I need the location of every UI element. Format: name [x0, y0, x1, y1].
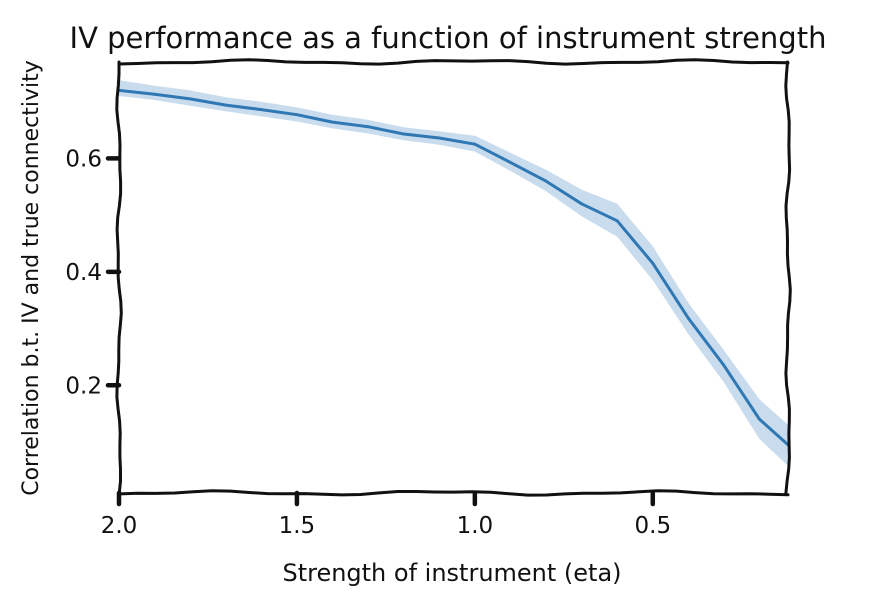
axis-top	[117, 58, 790, 66]
data-point	[402, 132, 406, 136]
data-point	[544, 179, 548, 183]
data-point	[331, 120, 334, 124]
x-tick-label: 1.0	[457, 513, 494, 539]
x-tick-label: 0.5	[635, 513, 672, 539]
data-point	[259, 108, 263, 111]
y-axis-label: Correlation b.t. IV and true connectivit…	[19, 60, 44, 496]
confidence-band-0	[119, 80, 788, 466]
data-point	[509, 161, 512, 164]
data-point	[722, 364, 726, 367]
y-tick-label: 0.2	[65, 373, 102, 399]
axes-frame	[115, 58, 792, 497]
y-tick-label: 0.4	[65, 260, 102, 286]
series-line-0	[117, 88, 790, 447]
data-point	[224, 103, 228, 107]
axis-bottom	[117, 489, 790, 497]
axis-ticks: 2.0 1.5 1.0 0.5 0.2 0.4 0.6	[65, 146, 671, 539]
data-point	[651, 261, 655, 265]
axis-right	[784, 60, 792, 495]
data-point	[153, 92, 157, 96]
data-point	[687, 316, 690, 320]
plot-area	[117, 80, 790, 466]
data-point	[437, 136, 441, 140]
x-tick-label: 2.0	[101, 513, 138, 539]
data-point	[580, 202, 583, 206]
data-point	[758, 417, 761, 421]
data-point	[615, 219, 619, 223]
data-point	[473, 142, 477, 146]
data-point	[188, 97, 192, 101]
data-point	[366, 125, 370, 129]
axis-left	[115, 60, 123, 495]
chart-title: IV performance as a function of instrume…	[70, 21, 827, 55]
x-tick-label: 1.5	[279, 513, 316, 539]
x-axis-label: Strength of instrument (eta)	[282, 559, 621, 587]
y-tick-label: 0.6	[65, 146, 102, 172]
data-point	[295, 113, 299, 117]
